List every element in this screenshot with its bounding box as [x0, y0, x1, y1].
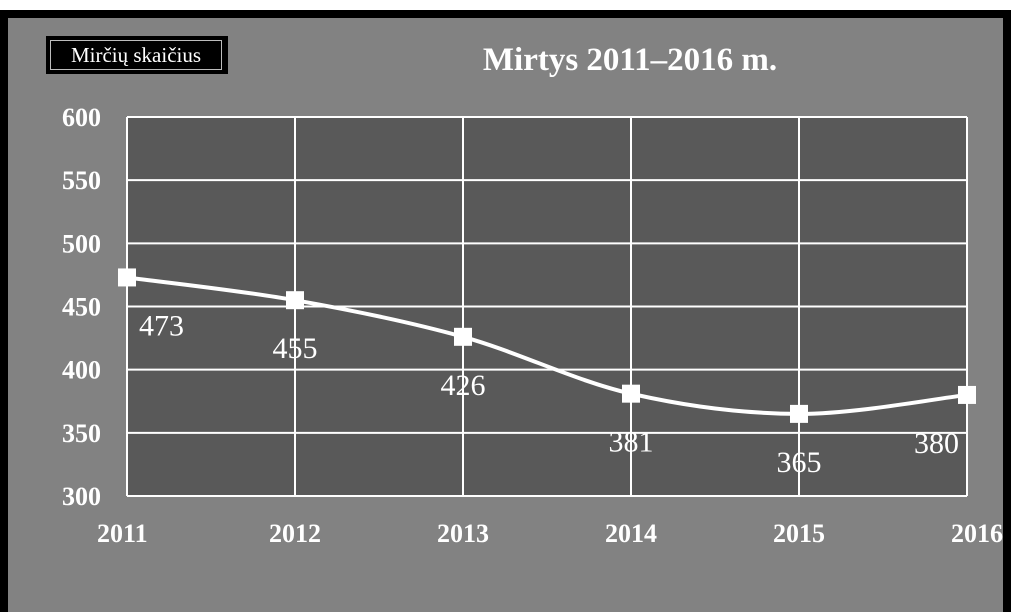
- series-line: [126, 275, 968, 416]
- series-markers: [118, 268, 976, 423]
- x-tick-label: 2012: [269, 519, 321, 548]
- x-tick-label: 2016: [951, 519, 1003, 548]
- data-point-marker: [454, 327, 472, 346]
- data-point-marker: [958, 385, 976, 404]
- y-tick-label: 450: [62, 293, 101, 322]
- x-tick-label: 2011: [97, 519, 148, 548]
- data-label: 426: [441, 369, 486, 402]
- data-point-marker: [790, 404, 808, 423]
- data-label: 455: [273, 332, 318, 365]
- legend-entry: Mirčių skaičius: [50, 40, 222, 70]
- x-tick-label: 2013: [437, 519, 489, 548]
- y-tick-label: 550: [62, 166, 101, 195]
- y-tick-label: 500: [62, 229, 101, 258]
- data-label: 380: [914, 427, 959, 460]
- y-tick-label: 400: [62, 356, 101, 385]
- data-label: 381: [609, 426, 654, 459]
- y-tick-label: 600: [62, 103, 101, 132]
- chart-title: Mirtys 2011–2016 m.: [482, 42, 778, 78]
- data-point-marker: [622, 384, 640, 403]
- data-label: 365: [777, 446, 822, 479]
- grid-lines: [126, 116, 968, 497]
- x-axis-ticks: 2011 2012 2013 2014 2015 2016: [97, 519, 1003, 548]
- y-axis-ticks: 300 350 400 450 500 550 600: [62, 103, 101, 511]
- legend-box: [46, 36, 228, 74]
- x-tick-label: 2015: [773, 519, 825, 548]
- x-tick-label: 2014: [605, 519, 657, 548]
- y-tick-label: 300: [62, 482, 101, 511]
- data-point-marker: [118, 268, 136, 287]
- data-labels: 473 455 426 381 365 380: [139, 309, 959, 478]
- data-point-marker: [286, 291, 304, 310]
- y-tick-label: 350: [62, 419, 101, 448]
- data-label: 473: [139, 309, 184, 342]
